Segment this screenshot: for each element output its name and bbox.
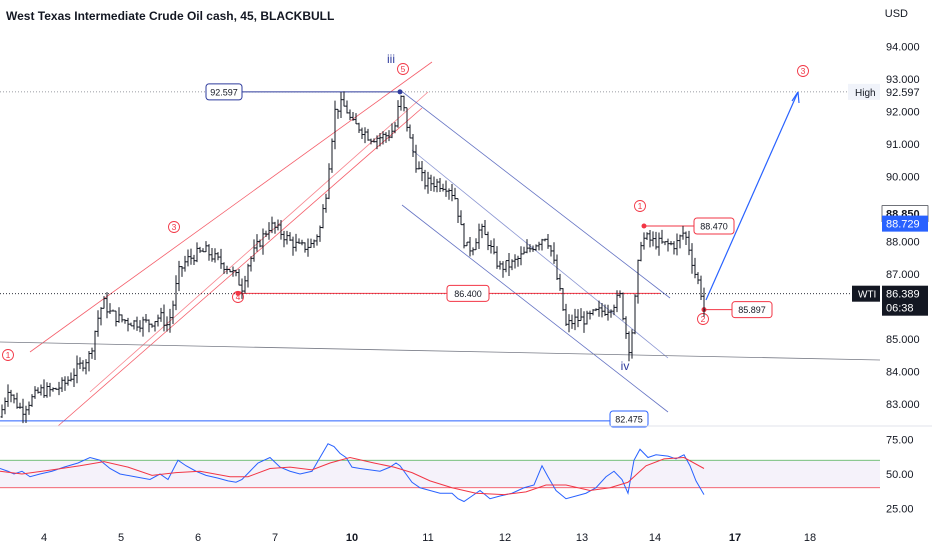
last-price-box (882, 285, 928, 316)
channel-red-mid (89, 91, 429, 393)
rsi-line (0, 443, 705, 503)
label-level-86400: 86.400 (446, 284, 490, 302)
price-tick-label: 88.000 (886, 236, 920, 248)
ohlc-bars (0, 91, 706, 424)
price-tick-label: 90.000 (886, 171, 920, 183)
time-tick-label: 5 (118, 532, 124, 544)
level-92597-point (397, 89, 403, 95)
drawings-layer: 92.597 86.400 82.475 88.470 85.897 1 3 4 5 iii iv 1… (0, 52, 881, 428)
rsi-ma-line (0, 456, 705, 496)
time-tick-label: 13 (576, 532, 588, 544)
wave-label-iv: iv (621, 359, 630, 373)
time-tick-label: 6 (195, 532, 201, 544)
last-price-label: 86.389 (886, 289, 920, 301)
time-tick-label: 7 (272, 532, 278, 544)
time-tick-label: 12 (499, 532, 511, 544)
rsi-tick-label: 50.00 (886, 469, 914, 481)
time-tick-label: 4 (41, 532, 47, 544)
wave-label-1-ring (2, 349, 14, 361)
wave-label-1-text: 1 (6, 350, 11, 360)
label-level-92597-text: 92.597 (210, 87, 238, 97)
wave-label-new-3-ring (797, 65, 809, 77)
projection-arrow-line (705, 91, 799, 301)
price-tick-label: 85.000 (886, 334, 920, 346)
time-tick-label: 17 (729, 532, 741, 544)
time-tick-label: 10 (346, 532, 358, 544)
symbol-label-box (852, 285, 880, 302)
high-label-box (848, 83, 880, 100)
wave-label-1: 1 (2, 349, 14, 361)
chart-title: West Texas Intermediate Crude Oil cash, … (6, 9, 335, 23)
price-label-88729: 88.729 (886, 219, 920, 231)
wave-label-iii: iii (387, 52, 395, 66)
wave-label-3-ring (168, 221, 180, 233)
price-tick-label: 87.000 (886, 269, 920, 281)
label-level-88470-text: 88.470 (700, 222, 728, 232)
label-level-82475-text: 82.475 (615, 415, 643, 425)
time-axis: 4 5 6 7 10 11 12 13 14 17 18 (41, 532, 816, 544)
channel-red-lower (57, 107, 423, 427)
rsi-tick-label: 75.00 (886, 435, 914, 447)
wave-label-5-text: 5 (401, 64, 406, 74)
rsi-tick-label: 25.00 (886, 503, 914, 515)
label-level-92597-box (205, 83, 243, 101)
wave-label-new-2-text: 2 (701, 314, 706, 324)
currency-label: USD (884, 8, 908, 20)
high-label: High (855, 88, 876, 99)
label-level-85897-text: 85.897 (738, 305, 766, 315)
label-level-86400-text: 86.400 (454, 289, 482, 299)
trend-line-grey (0, 341, 881, 361)
wave-label-new-2-ring (697, 313, 709, 325)
wave-label-4-ring (232, 291, 244, 303)
wave-label-new-3-text: 3 (801, 66, 806, 76)
time-tick-label: 11 (422, 532, 433, 544)
label-level-86400-box (446, 284, 490, 302)
price-label-88729-box (882, 215, 928, 232)
wave-label-new-2: 2 (697, 313, 709, 325)
label-level-92597: 92.597 (205, 83, 243, 101)
wave-label-4-text: 4 (236, 292, 241, 302)
wave-label-new-3: 3 (797, 65, 809, 77)
channel-blue-upper (399, 89, 671, 299)
channel-blue-lower (401, 204, 669, 413)
price-tick-label: 83.000 (886, 399, 920, 411)
countdown-label: 06:38 (886, 303, 914, 315)
price-tick-label: 94.000 (886, 41, 920, 53)
price-tick-label: 91.000 (886, 139, 920, 151)
time-tick-label: 14 (649, 532, 661, 544)
wave-label-4: 4 (232, 291, 244, 303)
symbol-label: WTI (858, 290, 876, 301)
time-tick-label: 18 (804, 532, 816, 544)
projection-arrow-head (791, 91, 800, 104)
price-tick-label: 93.000 (886, 74, 920, 86)
wave-label-3-text: 3 (172, 222, 177, 232)
label-level-82475: 82.475 (609, 410, 649, 428)
level-88470-point (641, 223, 647, 229)
price-tick-label: 92.000 (886, 106, 920, 118)
wave-label-3: 3 (168, 221, 180, 233)
label-level-85897-box (731, 301, 773, 319)
wave-label-5: 5 (397, 63, 409, 75)
label-level-82475-box (609, 410, 649, 428)
wave-label-new-1-ring (634, 200, 646, 212)
wave-label-new-1: 1 (634, 200, 646, 212)
rsi-pane: 75.00 50.00 25.00 (0, 425, 932, 515)
wave-label-5-ring (397, 63, 409, 75)
label-level-88470-box (693, 217, 735, 235)
channel-blue-mid (411, 149, 669, 359)
channel-red-upper (29, 61, 433, 353)
high-value-label: 92.597 (886, 87, 920, 99)
label-level-88470: 88.470 (693, 217, 735, 235)
label-level-85897: 85.897 (731, 301, 773, 319)
wave-label-new-1-text: 1 (638, 201, 643, 211)
price-tick-label: 84.000 (886, 366, 920, 378)
